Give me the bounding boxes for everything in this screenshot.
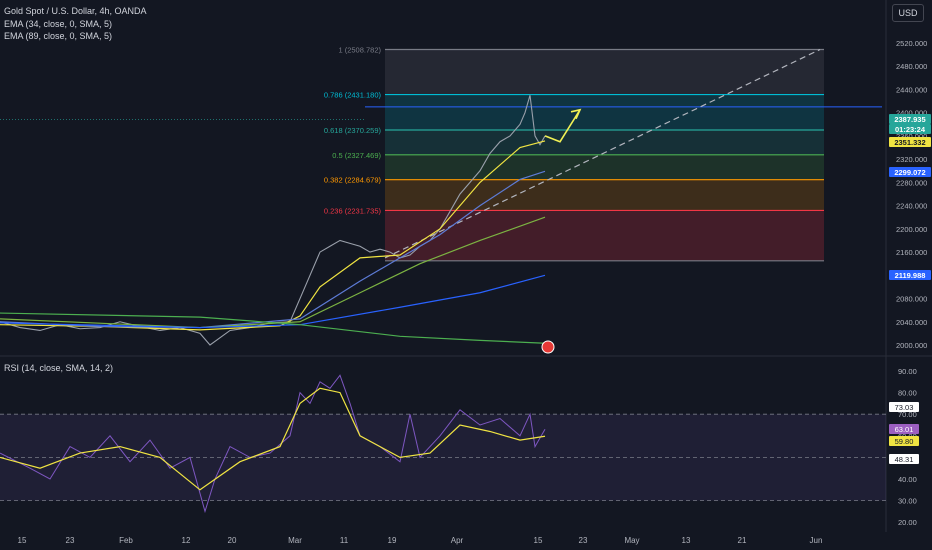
event-flag-icon xyxy=(541,340,555,354)
rsi-badge xyxy=(889,436,919,446)
rsi-badge xyxy=(889,454,919,464)
price-tick-label: 2080.000 xyxy=(896,295,927,304)
time-tick-label: 20 xyxy=(228,536,237,545)
fib-zone xyxy=(385,129,824,155)
price-badge xyxy=(889,270,931,280)
rsi-tick-label: 20.00 xyxy=(898,518,917,527)
fib-level-label: 0.382 (2284.679) xyxy=(324,176,382,185)
price-tick-label: 2200.000 xyxy=(896,225,927,234)
time-tick-label: Apr xyxy=(451,536,464,545)
currency-button[interactable]: USD xyxy=(892,4,924,22)
time-tick-label: 15 xyxy=(534,536,543,545)
price-tick-label: 2280.000 xyxy=(896,178,927,187)
trend-line xyxy=(384,48,821,259)
rsi-badge-label: 59.80 xyxy=(895,437,914,446)
price-badge xyxy=(889,137,931,147)
fib-zone xyxy=(385,179,824,211)
fib-level-label: 0.5 (2327.469) xyxy=(332,151,381,160)
time-tick-label: Feb xyxy=(119,536,133,545)
series-line-ema-34 xyxy=(0,140,546,331)
price-tick-label: 2520.000 xyxy=(896,39,927,48)
time-tick-label: 13 xyxy=(682,536,691,545)
fib-zone xyxy=(385,94,824,130)
rsi-tick-label: 30.00 xyxy=(898,497,917,506)
rsi-tick-label: 90.00 xyxy=(898,367,917,376)
ema89-legend[interactable]: EMA (89, close, 0, SMA, 5) xyxy=(4,31,113,41)
projection-path xyxy=(544,109,581,143)
time-tick-label: May xyxy=(624,536,639,545)
fib-level-label: 0.786 (2431.180) xyxy=(324,91,382,100)
rsi-legend[interactable]: RSI (14, close, SMA, 14, 2) xyxy=(4,363,114,373)
time-tick-label: 15 xyxy=(18,536,27,545)
fib-level-label: 1 (2508.782) xyxy=(338,46,381,55)
ema34-legend[interactable]: EMA (34, close, 0, SMA, 5) xyxy=(4,19,113,29)
rsi-line xyxy=(0,374,546,514)
price-badge-label: 2387.935 xyxy=(894,115,925,124)
price-tick-label: 2440.000 xyxy=(896,85,927,94)
price-tick-label: 2240.000 xyxy=(896,202,927,211)
price-tick-label: 2040.000 xyxy=(896,318,927,327)
price-tick-label: 2160.000 xyxy=(896,248,927,257)
time-tick-label: 23 xyxy=(66,536,75,545)
rsi-ma-line xyxy=(0,387,546,491)
price-tick-label: 2480.000 xyxy=(896,62,927,71)
fib-zone xyxy=(385,210,824,261)
projection-arrowhead xyxy=(570,108,582,120)
rsi-tick-label: 80.00 xyxy=(898,389,917,398)
time-tick-label: 21 xyxy=(738,536,747,545)
rsi-badge-label: 73.03 xyxy=(895,403,914,412)
price-tick-label: 2000.000 xyxy=(896,341,927,350)
price-badge xyxy=(889,114,931,124)
time-tick-label: Mar xyxy=(288,536,302,545)
price-tick-label: 2400.000 xyxy=(896,109,927,118)
rsi-badge xyxy=(889,402,919,412)
fib-level-label: 0.618 (2370.259) xyxy=(324,126,382,135)
series-line-ema-b- xyxy=(0,274,546,329)
time-tick-label: Jun xyxy=(810,536,823,545)
rsi-tick-label: 70.00 xyxy=(898,410,917,419)
rsi-badge-label: 48.31 xyxy=(895,455,914,464)
time-tick-label: 23 xyxy=(579,536,588,545)
time-tick-label: 19 xyxy=(388,536,397,545)
time-tick-label: 11 xyxy=(340,536,349,545)
rsi-tick-label: 40.00 xyxy=(898,475,917,484)
price-badge xyxy=(889,124,931,134)
price-tick-label: 2360.000 xyxy=(896,132,927,141)
series-line-ema-c- xyxy=(0,312,546,344)
price-badge xyxy=(889,167,931,177)
price-badge-label: 2299.072 xyxy=(894,168,925,177)
fib-zone xyxy=(385,49,824,95)
fib-level-label: 0.236 (2231.735) xyxy=(324,206,382,215)
rsi-badge xyxy=(889,424,919,434)
price-badge-label: 2351.332 xyxy=(894,138,925,147)
rsi-badge-label: 63.01 xyxy=(895,425,914,434)
time-tick-label: 12 xyxy=(182,536,191,545)
fib-zone xyxy=(385,154,824,180)
price-badge-label: 01:23:24 xyxy=(895,125,926,134)
price-badge-label: 2119.988 xyxy=(895,271,926,280)
symbol-title[interactable]: Gold Spot / U.S. Dollar, 4h, OANDA xyxy=(4,6,147,16)
price-tick-label: 2320.000 xyxy=(896,155,927,164)
